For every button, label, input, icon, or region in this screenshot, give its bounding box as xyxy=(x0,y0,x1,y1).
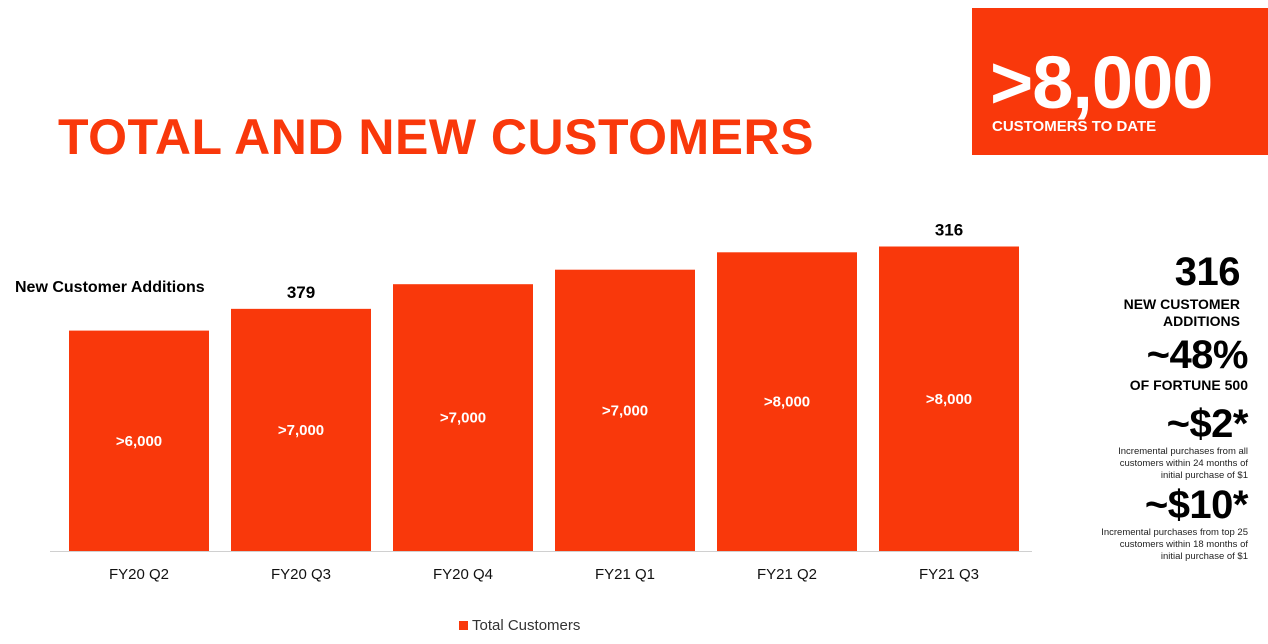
bar-fy21-q3 xyxy=(879,246,1019,551)
chart-legend: Total Customers xyxy=(459,617,580,634)
stat-value: ~$2* xyxy=(1166,402,1249,446)
x-tick-label: FY21 Q3 xyxy=(919,566,979,583)
chart-label: New Customer Additions xyxy=(15,279,205,296)
bar-fy20-q4 xyxy=(393,284,533,551)
x-tick-label: FY20 Q4 xyxy=(433,566,493,583)
new-additions-annotation: 316 xyxy=(935,221,963,240)
bar-value-label: >8,000 xyxy=(764,394,810,411)
bar-value-label: >7,000 xyxy=(602,402,648,419)
stat-new-customers: 316 NEW CUSTOMER ADDITIONS xyxy=(1050,250,1241,330)
customers-to-date-value: >8,000 xyxy=(990,41,1213,124)
bar-value-label: >8,000 xyxy=(926,391,972,408)
bar-value-label: >7,000 xyxy=(440,410,486,427)
x-tick-label: FY20 Q3 xyxy=(271,566,331,583)
stat-value: ~$10* xyxy=(1144,483,1249,527)
stat-incremental-top25: ~$10* Incremental purchases from top 25 … xyxy=(1058,485,1248,563)
bar-fy20-q3 xyxy=(231,308,371,551)
bar-fy21-q2 xyxy=(717,252,857,552)
bar-fy20-q2 xyxy=(69,330,209,551)
bar-fy21-q1 xyxy=(555,269,695,551)
stat-value: 316 xyxy=(1174,250,1241,294)
stat-fortune-500: ~48% OF FORTUNE 500 xyxy=(1058,333,1249,394)
stat-label: NEW CUSTOMER ADDITIONS xyxy=(1123,296,1240,329)
bar-value-label: >6,000 xyxy=(116,433,162,450)
page-title: TOTAL AND NEW CUSTOMERS xyxy=(58,109,814,165)
legend-swatch xyxy=(459,621,468,630)
customers-to-date-label: CUSTOMERS TO DATE xyxy=(992,118,1157,135)
x-tick-label: FY20 Q2 xyxy=(109,566,169,583)
bar-value-label: >7,000 xyxy=(278,422,324,439)
x-tick-label: FY21 Q1 xyxy=(595,566,655,583)
stat-description: Incremental purchases from top 25 custom… xyxy=(1101,527,1248,562)
customers-to-date-callout: >8,000 CUSTOMERS TO DATE xyxy=(972,8,1268,155)
stat-description: Incremental purchases from all customers… xyxy=(1118,446,1248,481)
new-additions-annotation: 379 xyxy=(287,283,315,302)
stat-value: ~48% xyxy=(1146,333,1249,377)
stat-incremental-all: ~$2* Incremental purchases from all cust… xyxy=(1058,404,1248,482)
customers-bar-chart: >6,000 FY20 Q2 >7,000 FY20 Q3 379 >7,000 FY20 … xyxy=(50,221,1032,583)
legend-label: Total Customers xyxy=(472,617,581,634)
x-tick-label: FY21 Q2 xyxy=(757,566,817,583)
stat-label: OF FORTUNE 500 xyxy=(1129,377,1248,393)
